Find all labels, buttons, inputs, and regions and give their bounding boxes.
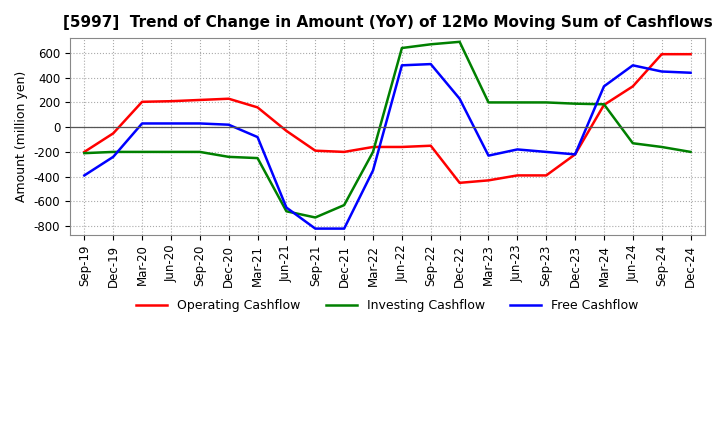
Operating Cashflow	[484, 178, 492, 183]
Free Cashflow	[513, 147, 522, 152]
Investing Cashflow	[225, 154, 233, 160]
Operating Cashflow	[138, 99, 146, 104]
Free Cashflow	[686, 70, 695, 75]
Title: [5997]  Trend of Change in Amount (YoY) of 12Mo Moving Sum of Cashflows: [5997] Trend of Change in Amount (YoY) o…	[63, 15, 712, 30]
Investing Cashflow	[542, 100, 551, 105]
Y-axis label: Amount (million yen): Amount (million yen)	[15, 71, 28, 202]
Free Cashflow	[282, 205, 291, 210]
Investing Cashflow	[657, 144, 666, 150]
Investing Cashflow	[426, 42, 435, 47]
Legend: Operating Cashflow, Investing Cashflow, Free Cashflow: Operating Cashflow, Investing Cashflow, …	[131, 294, 644, 317]
Investing Cashflow	[571, 101, 580, 106]
Investing Cashflow	[80, 150, 89, 156]
Free Cashflow	[657, 69, 666, 74]
Free Cashflow	[629, 62, 637, 68]
Operating Cashflow	[571, 152, 580, 157]
Free Cashflow	[253, 135, 262, 140]
Free Cashflow	[426, 62, 435, 67]
Free Cashflow	[340, 226, 348, 231]
Operating Cashflow	[196, 97, 204, 103]
Investing Cashflow	[455, 39, 464, 44]
Operating Cashflow	[369, 144, 377, 150]
Operating Cashflow	[166, 99, 175, 104]
Operating Cashflow	[80, 149, 89, 154]
Operating Cashflow	[311, 148, 320, 153]
Free Cashflow	[311, 226, 320, 231]
Investing Cashflow	[340, 202, 348, 208]
Line: Investing Cashflow: Investing Cashflow	[84, 42, 690, 217]
Investing Cashflow	[513, 100, 522, 105]
Investing Cashflow	[253, 155, 262, 161]
Investing Cashflow	[311, 215, 320, 220]
Operating Cashflow	[340, 149, 348, 154]
Operating Cashflow	[455, 180, 464, 186]
Operating Cashflow	[397, 144, 406, 150]
Free Cashflow	[600, 84, 608, 89]
Free Cashflow	[109, 154, 117, 160]
Operating Cashflow	[629, 84, 637, 89]
Free Cashflow	[484, 153, 492, 158]
Operating Cashflow	[513, 173, 522, 178]
Free Cashflow	[166, 121, 175, 126]
Operating Cashflow	[253, 105, 262, 110]
Operating Cashflow	[542, 173, 551, 178]
Operating Cashflow	[657, 51, 666, 57]
Free Cashflow	[542, 149, 551, 154]
Operating Cashflow	[426, 143, 435, 148]
Free Cashflow	[455, 96, 464, 101]
Investing Cashflow	[196, 149, 204, 154]
Line: Operating Cashflow: Operating Cashflow	[84, 54, 690, 183]
Investing Cashflow	[484, 100, 492, 105]
Operating Cashflow	[282, 128, 291, 133]
Operating Cashflow	[225, 96, 233, 101]
Free Cashflow	[571, 152, 580, 157]
Free Cashflow	[80, 173, 89, 178]
Line: Free Cashflow: Free Cashflow	[84, 64, 690, 229]
Free Cashflow	[196, 121, 204, 126]
Investing Cashflow	[138, 149, 146, 154]
Investing Cashflow	[397, 45, 406, 51]
Investing Cashflow	[629, 141, 637, 146]
Operating Cashflow	[600, 102, 608, 107]
Free Cashflow	[369, 168, 377, 173]
Investing Cashflow	[109, 149, 117, 154]
Investing Cashflow	[600, 102, 608, 107]
Free Cashflow	[225, 122, 233, 127]
Operating Cashflow	[109, 131, 117, 136]
Free Cashflow	[138, 121, 146, 126]
Investing Cashflow	[166, 149, 175, 154]
Investing Cashflow	[686, 149, 695, 154]
Operating Cashflow	[686, 51, 695, 57]
Investing Cashflow	[282, 209, 291, 214]
Free Cashflow	[397, 62, 406, 68]
Investing Cashflow	[369, 149, 377, 154]
